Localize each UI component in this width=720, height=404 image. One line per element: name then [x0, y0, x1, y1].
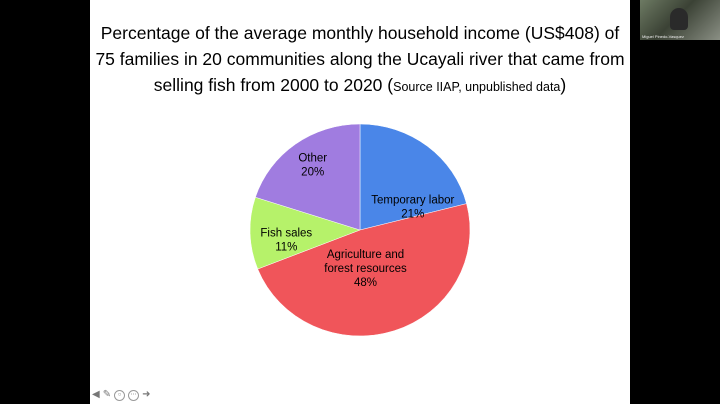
slice-percent-label: 11%: [275, 242, 297, 254]
pie-chart: Temporary labor 21% Agriculture and forest …: [249, 123, 471, 337]
slice-category-label: Temporary labor: [371, 195, 454, 207]
slice-category-label: forest resources: [324, 263, 407, 275]
arrow-right-icon[interactable]: ➜: [142, 389, 151, 400]
slice-category-label: Agriculture and: [327, 249, 404, 261]
slice-percent-label: 48%: [354, 277, 377, 289]
presentation-slide: Percentage of the average monthly househ…: [90, 0, 630, 404]
slice-category-label: Other: [298, 152, 327, 164]
pie-slice: [359, 123, 467, 231]
zoom-icon[interactable]: ○: [114, 389, 126, 401]
title-end: ): [560, 75, 567, 95]
participant-video-thumbnail[interactable]: Miguel Pinedo-Vasquez: [640, 0, 720, 40]
pen-icon[interactable]: ✎: [102, 389, 112, 400]
chart-title: Percentage of the average monthly househ…: [90, 20, 630, 100]
participant-silhouette: [670, 8, 688, 30]
slice-percent-label: 21%: [401, 209, 424, 221]
menu-icon[interactable]: ⋯: [128, 389, 140, 401]
pie-slice: [257, 203, 471, 337]
pie-slice: [255, 123, 361, 231]
slideshow-navigation[interactable]: ◀ ✎ ○ ⋯ ➜: [92, 388, 150, 402]
participant-name: Miguel Pinedo-Vasquez: [642, 34, 684, 39]
arrow-left-icon[interactable]: ◀: [92, 389, 100, 400]
title-source: Source IIAP, unpublished data: [393, 80, 561, 94]
slice-category-label: Fish sales: [260, 228, 312, 240]
slice-percent-label: 20%: [301, 166, 324, 178]
pie-slice: [249, 196, 361, 270]
title-main: Percentage of the average monthly househ…: [95, 23, 625, 95]
